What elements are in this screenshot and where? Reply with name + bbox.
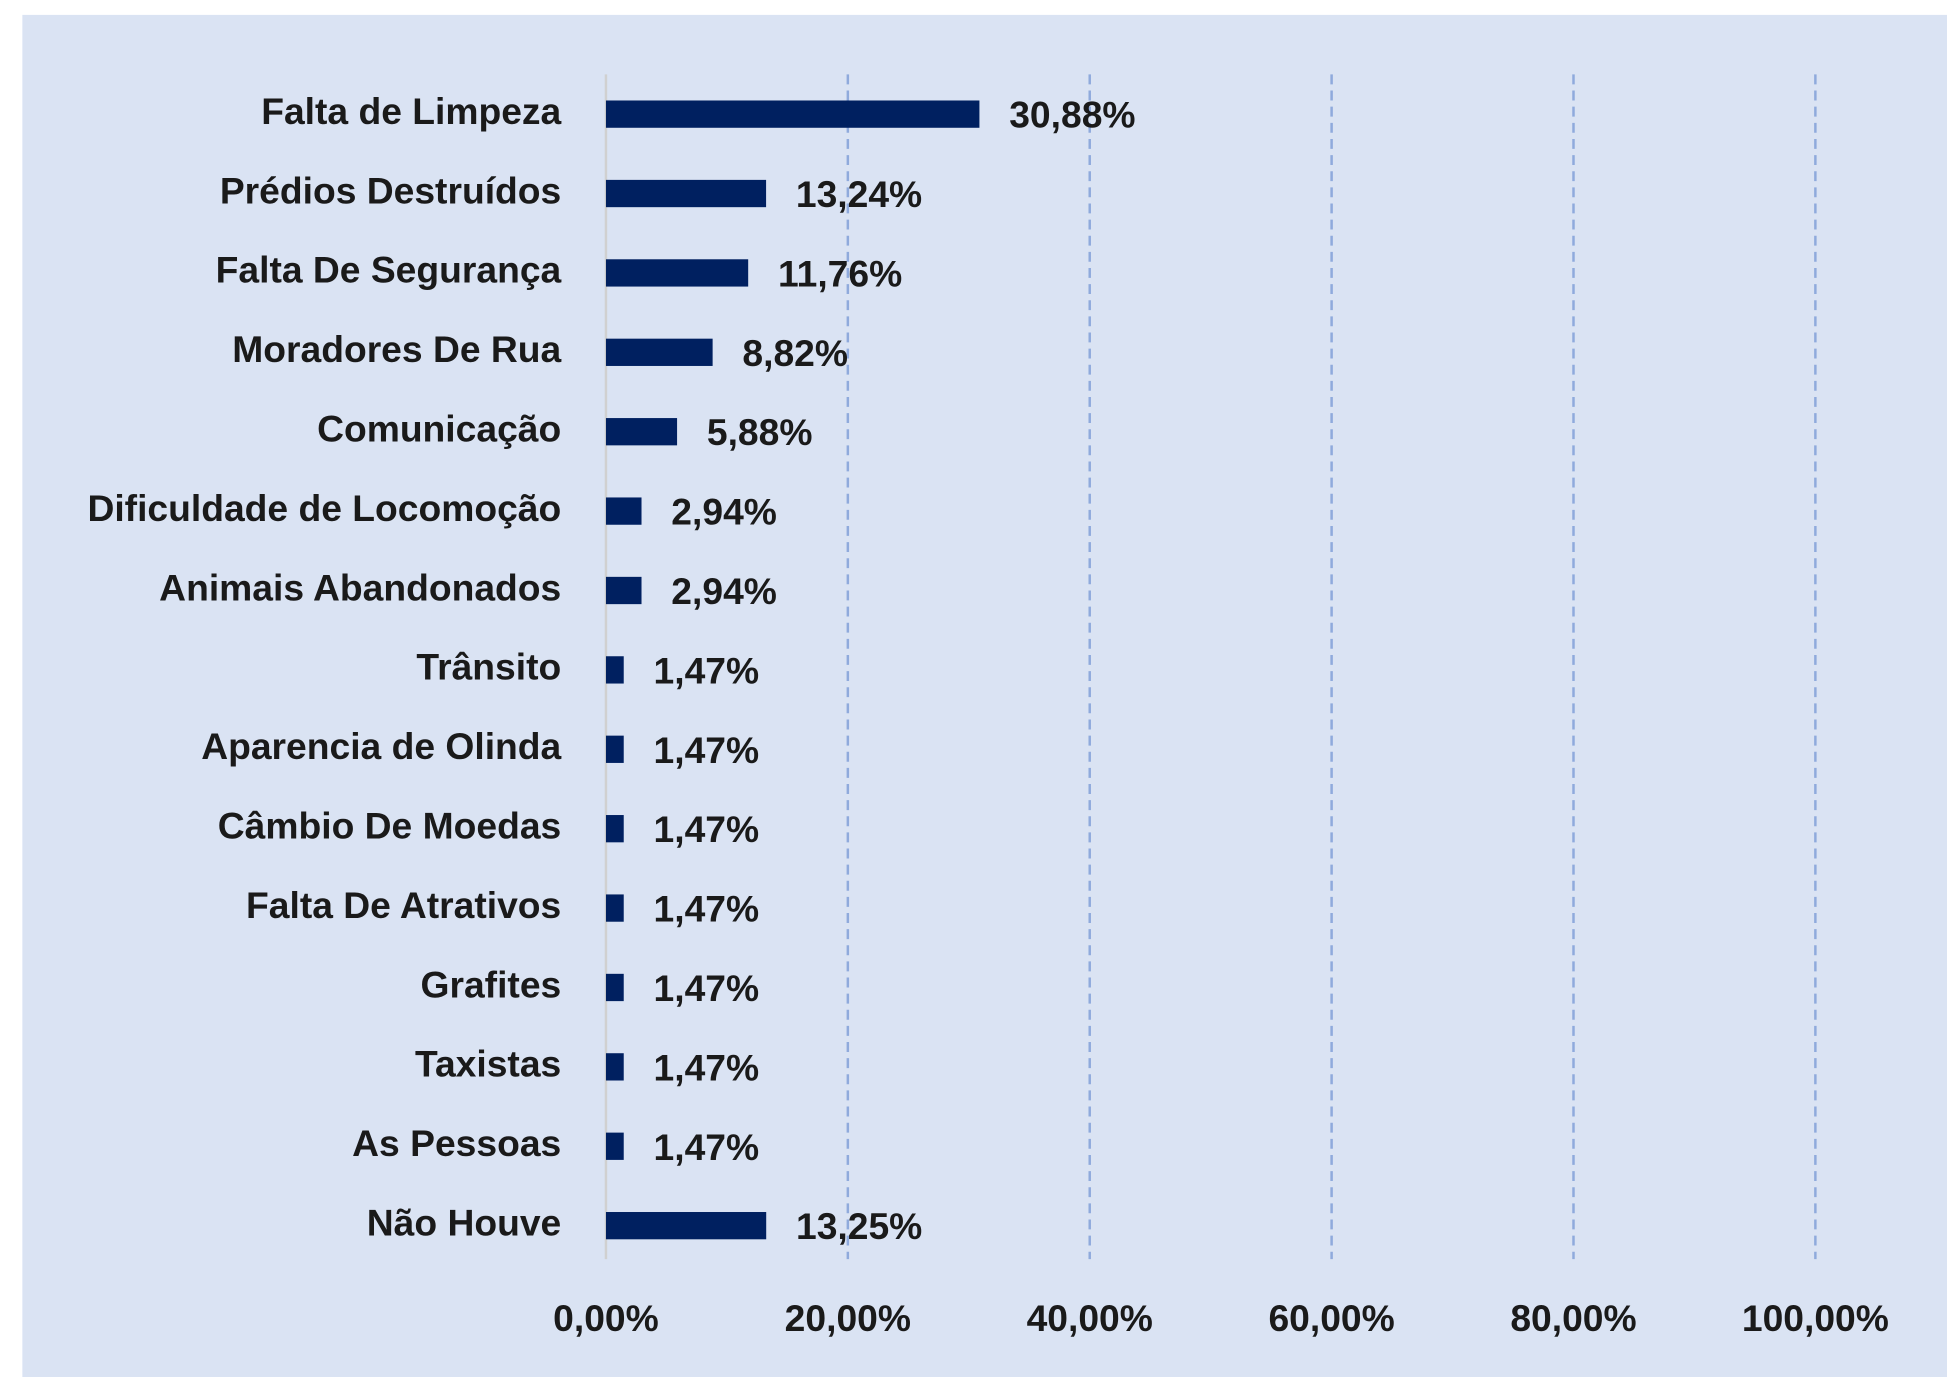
bar <box>605 179 767 208</box>
bar <box>605 338 713 366</box>
data-label: 13,25% <box>796 1205 922 1247</box>
y-tick-label: Comunicação <box>317 408 561 450</box>
bar <box>605 656 624 684</box>
data-label: 2,94% <box>671 570 777 612</box>
bar <box>605 973 624 1002</box>
y-tick-label: Taxistas <box>415 1043 561 1085</box>
bar <box>605 259 749 287</box>
data-label: 30,88% <box>1009 94 1135 136</box>
data-label: 2,94% <box>671 491 777 533</box>
y-tick-label: Prédios Destruídos <box>220 169 561 211</box>
data-label: 8,82% <box>742 332 848 374</box>
y-tick-label: Animais Abandonados <box>159 566 561 608</box>
bar <box>605 100 980 128</box>
data-label: 13,24% <box>796 173 922 215</box>
x-tick-label: 20,00% <box>785 1297 911 1339</box>
y-tick-label: Dificuldade de Locomoção <box>87 487 561 529</box>
y-tick-label: As Pessoas <box>352 1122 561 1164</box>
bar <box>605 1212 767 1240</box>
x-tick-label: 60,00% <box>1268 1297 1394 1339</box>
y-tick-label: Falta De Atrativos <box>246 884 561 926</box>
y-tick-label: Não Houve <box>367 1201 561 1243</box>
data-label: 1,47% <box>654 888 760 930</box>
y-tick-label: Falta De Segurança <box>216 249 562 291</box>
data-label: 1,47% <box>654 649 760 691</box>
data-label: 1,47% <box>654 729 760 771</box>
y-tick-label: Grafites <box>421 963 562 1005</box>
bar <box>605 815 624 843</box>
y-tick-label: Câmbio De Moedas <box>218 805 561 847</box>
data-label: 1,47% <box>654 1046 760 1088</box>
y-tick-label: Trânsito <box>416 646 561 688</box>
x-tick-label: 40,00% <box>1027 1297 1153 1339</box>
bar <box>605 894 624 922</box>
x-tick-label: 80,00% <box>1510 1297 1636 1339</box>
x-tick-label: 100,00% <box>1742 1297 1889 1339</box>
bar <box>605 418 678 446</box>
bar <box>605 1132 624 1160</box>
y-tick-label: Falta de Limpeza <box>261 90 561 132</box>
y-tick-label: Aparencia de Olinda <box>201 725 561 767</box>
data-label: 5,88% <box>707 411 813 453</box>
data-label: 11,76% <box>778 252 902 294</box>
data-label: 1,47% <box>654 808 760 850</box>
plot-background <box>22 14 1947 1377</box>
data-label: 1,47% <box>654 967 760 1009</box>
y-tick-label: Moradores De Rua <box>232 328 561 370</box>
bar <box>605 735 624 763</box>
bar <box>605 1053 624 1081</box>
data-label: 1,47% <box>654 1126 760 1168</box>
x-tick-label: 0,00% <box>553 1297 659 1339</box>
bar <box>605 497 642 525</box>
bar <box>605 576 642 605</box>
